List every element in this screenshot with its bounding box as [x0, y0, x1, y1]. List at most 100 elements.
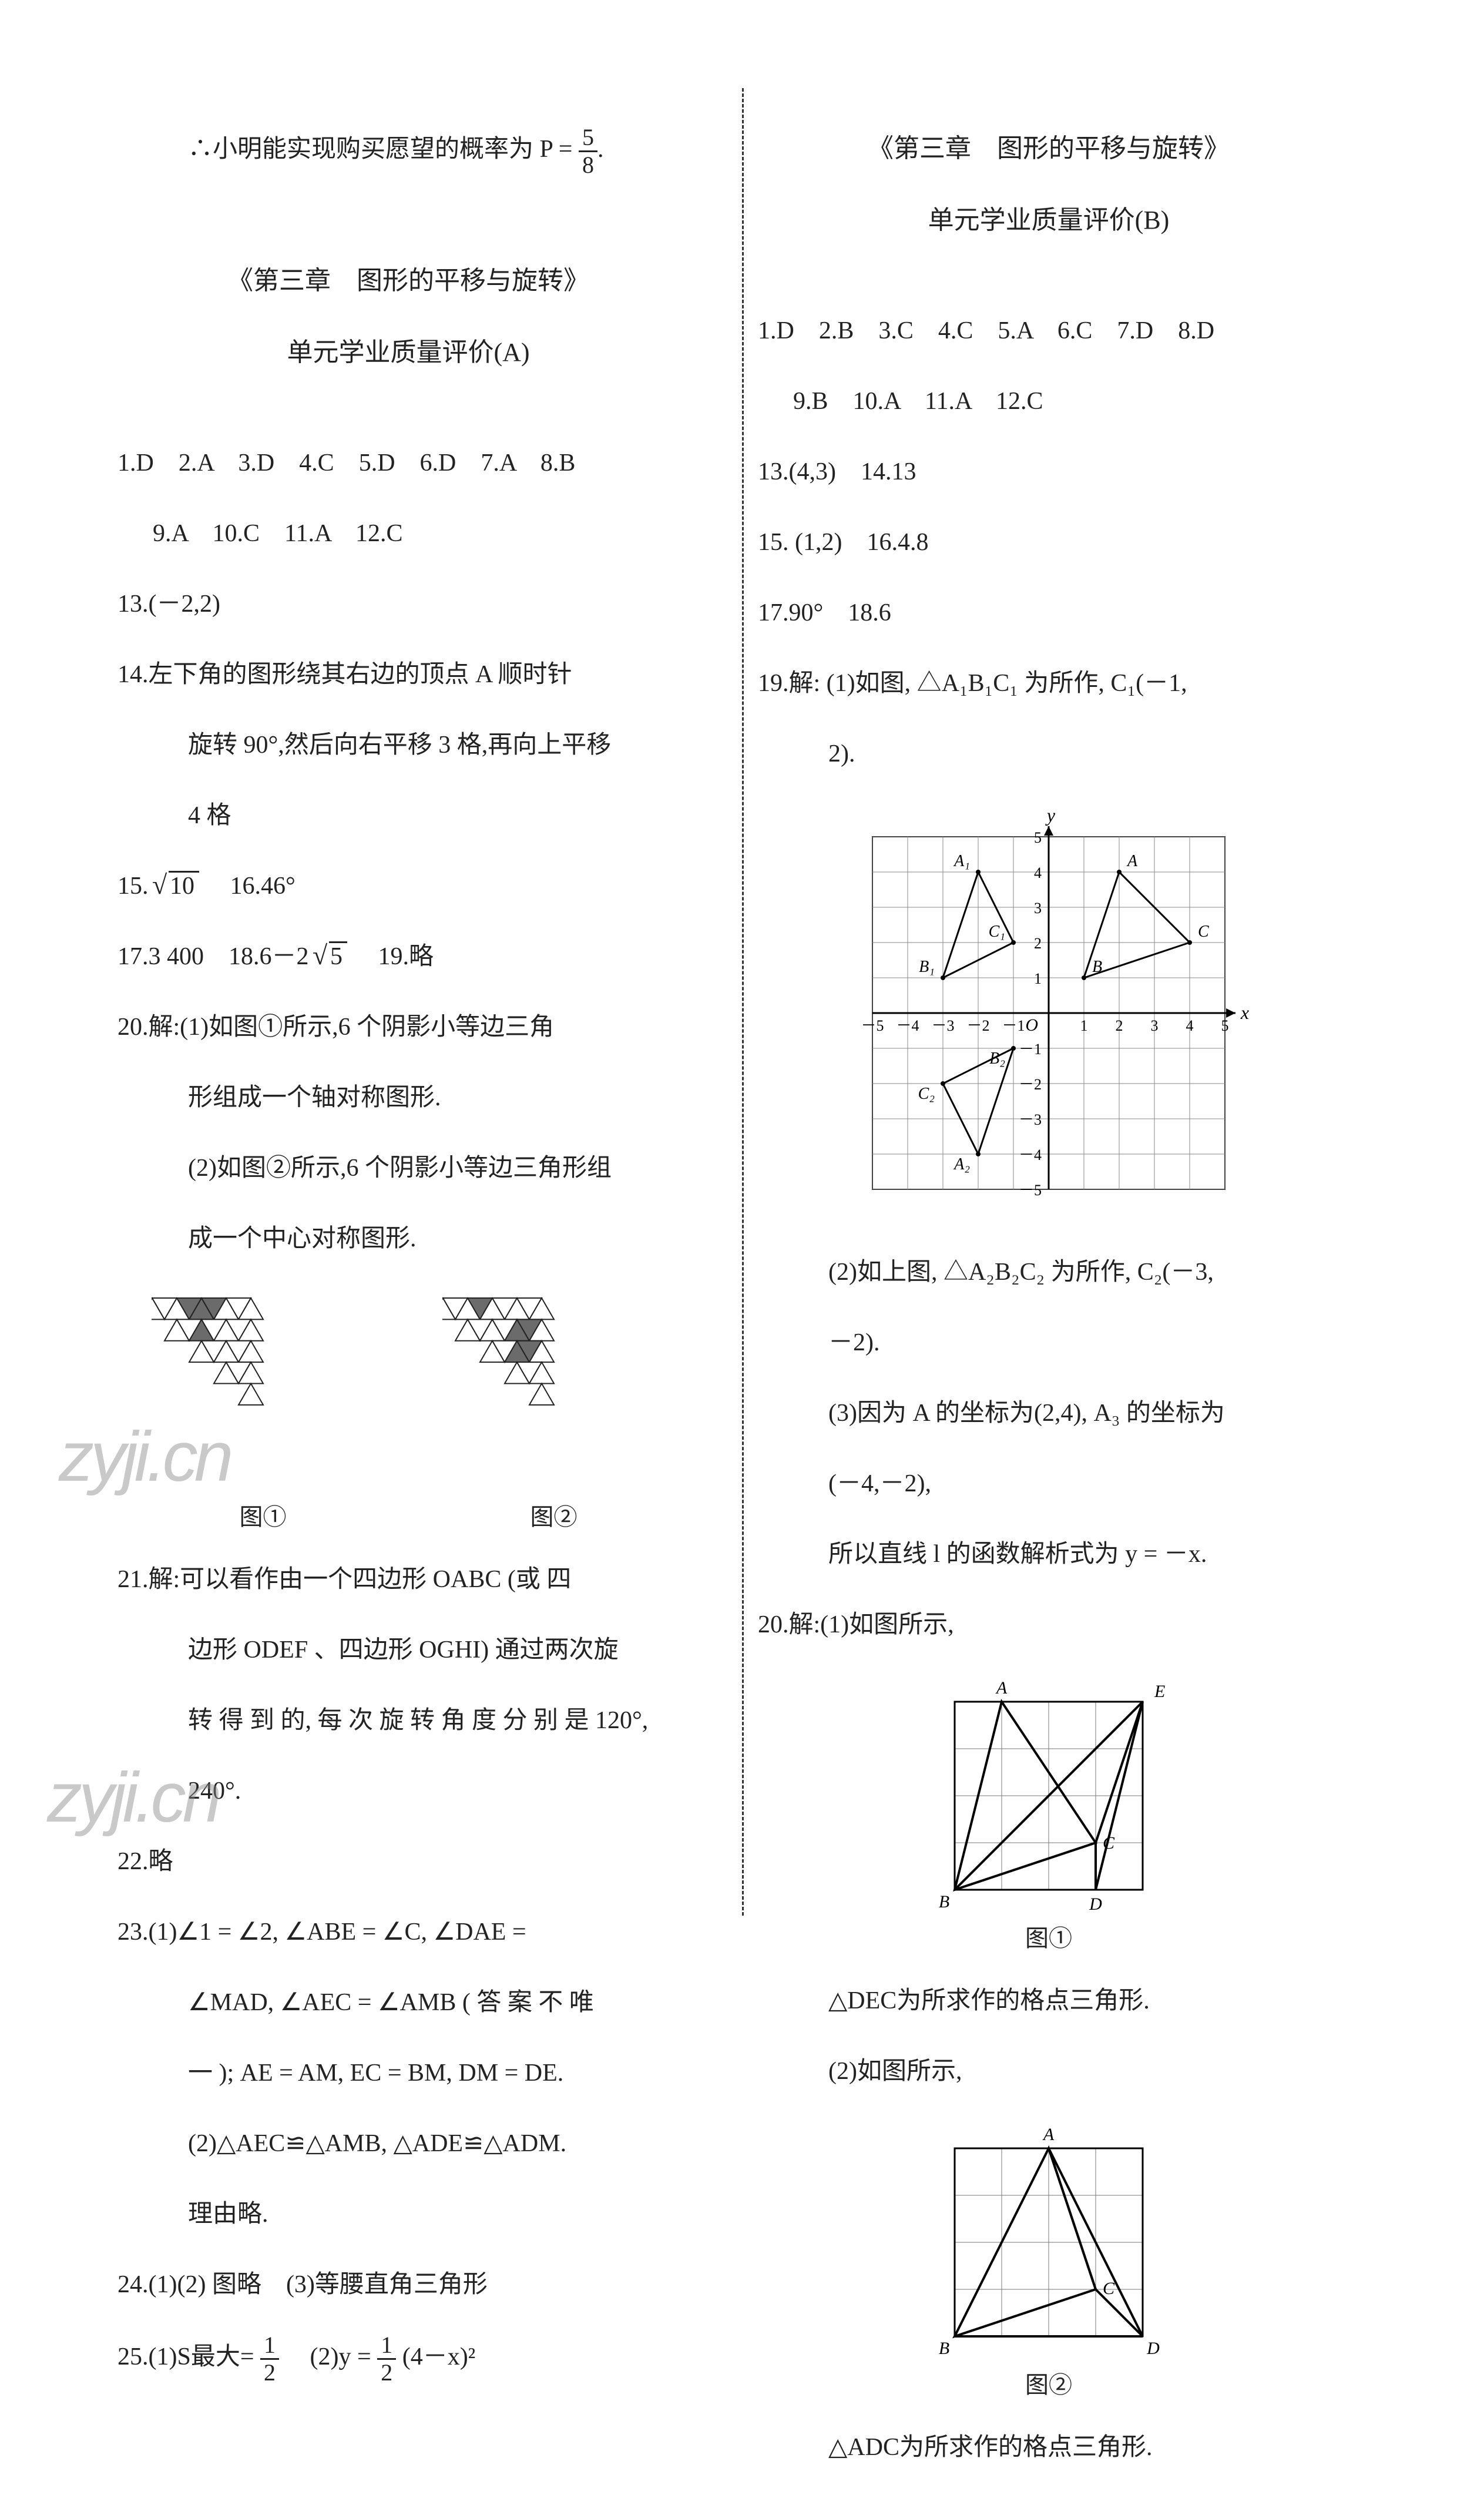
b-q19a: 19.解: (1)如图, △A₁B₁C₁ 为所作, C₁(－1, [758, 660, 1339, 706]
grid-2: A B C D [925, 2119, 1172, 2366]
grid1-caption: 图① [925, 1919, 1172, 1953]
svg-text:－2: －2 [1019, 1076, 1042, 1093]
a-q20b: 形组成一个轴对称图形. [117, 1075, 699, 1121]
svg-text:C₁: C₁ [989, 923, 1005, 941]
svg-text:C: C [1103, 1833, 1115, 1853]
svg-text:－5: －5 [861, 1017, 884, 1034]
section-b-title1: 《第三章 图形的平移与旋转》 [758, 126, 1339, 172]
b-row2: 9.B 10.A 11.A 12.C [758, 378, 1339, 424]
svg-text:－4: －4 [896, 1017, 919, 1034]
a-q25: 25.(1)S最大= 1 2 (2)y = 1 2 (4－x)² [117, 2332, 699, 2386]
triangle-grid-1 [152, 1286, 375, 1498]
a-q20d: 成一个中心对称图形. [117, 1216, 699, 1262]
intro-fraction: 5 8 [579, 125, 597, 178]
svg-text:1: 1 [1034, 970, 1042, 987]
svg-text:A₂: A₂ [953, 1155, 970, 1173]
a-q23a: 23.(1)∠1 = ∠2, ∠ABE = ∠C, ∠DAE = [117, 1909, 699, 1955]
svg-text:4: 4 [1186, 1017, 1194, 1034]
a-q21c: 转 得 到 的, 每 次 旋 转 角 度 分 别 是 120°, [117, 1698, 699, 1743]
a-q21d: 240°. [117, 1768, 699, 1814]
q25-fraction2: 1 2 [377, 2332, 396, 2386]
svg-text:4: 4 [1034, 864, 1042, 881]
svg-text:D: D [1146, 2339, 1160, 2358]
grid-figure-2: A B C D 图② [925, 2119, 1172, 2400]
b-q19g: 所以直线 l 的函数解析式为 y = －x. [758, 1531, 1339, 1577]
fig1-caption: 图① [152, 1498, 375, 1532]
b-q20b: △DEC为所求作的格点三角形. [758, 1978, 1339, 2024]
section-b-title2: 单元学业质量评价(B) [758, 197, 1339, 243]
a-q13: 13.(－2,2) [117, 581, 699, 627]
a-q23c: 一 ); AE = AM, EC = BM, DM = DE. [117, 2050, 699, 2096]
a-q22: 22.略 [117, 1839, 699, 1884]
b-q19e: (3)因为 A 的坐标为(2,4), A₃ 的坐标为 [758, 1390, 1339, 1436]
svg-text:2: 2 [1116, 1017, 1123, 1034]
column-divider [742, 88, 744, 1916]
triangle-figures-row: 图① 图② [117, 1286, 699, 1532]
svg-text:A: A [1042, 2125, 1055, 2144]
svg-text:B₁: B₁ [919, 958, 935, 976]
coord-figure: xyO－5－4－3－2－112345－5－4－3－2－112345ABCA₁B₁… [837, 802, 1260, 1225]
svg-text:－4: －4 [1019, 1146, 1042, 1163]
a-q20c: (2)如图②所示,6 个阴影小等边三角形组 [117, 1145, 699, 1191]
sqrt-10-icon: 10 [155, 863, 199, 909]
a-q23e: 理由略. [117, 2191, 699, 2237]
svg-text:5: 5 [1034, 829, 1042, 846]
a-q14b: 旋转 90°,然后向右平移 3 格,再向上平移 [117, 722, 699, 768]
left-column: ∴小明能实现购买愿望的概率为 P = 5 8 . 《第三章 图形的平移与旋转》 … [117, 100, 728, 2495]
coordinate-grid: xyO－5－4－3－2－112345－5－4－3－2－112345ABCA₁B₁… [837, 802, 1260, 1225]
svg-text:1: 1 [1080, 1017, 1088, 1034]
a-q17: 17.3 400 18.6－2 5 19.略 [117, 934, 699, 980]
b-q20a: 20.解:(1)如图所示, [758, 1602, 1339, 1648]
svg-text:B: B [1092, 958, 1102, 976]
svg-text:－1: －1 [1002, 1017, 1025, 1034]
svg-text:A₁: A₁ [953, 852, 970, 870]
b-q20d: △ADC为所求作的格点三角形. [758, 2424, 1339, 2470]
a-q24: 24.(1)(2) 图略 (3)等腰直角三角形 [117, 2262, 699, 2308]
b-q20c: (2)如图所示, [758, 2048, 1339, 2094]
svg-text:3: 3 [1034, 900, 1042, 917]
svg-text:D: D [1089, 1894, 1102, 1914]
section-a-title1: 《第三章 图形的平移与旋转》 [117, 258, 699, 304]
svg-text:O: O [1025, 1015, 1038, 1035]
svg-text:－5: －5 [1019, 1182, 1042, 1199]
a-q20a: 20.解:(1)如图①所示,6 个阴影小等边三角 [117, 1004, 699, 1050]
svg-text:B: B [939, 2339, 949, 2358]
svg-text:C: C [1198, 923, 1209, 941]
b-q15: 15. (1,2) 16.4.8 [758, 519, 1339, 565]
svg-text:B: B [939, 1892, 949, 1912]
svg-text:－3: －3 [1019, 1111, 1042, 1128]
a-q14a: 14.左下角的图形绕其右边的顶点 A 顺时针 [117, 652, 699, 697]
b-q19b: 2). [758, 731, 1339, 777]
q25-fraction1: 1 2 [260, 2332, 279, 2386]
a-q23d: (2)△AEC≌△AMB, △ADE≌△ADM. [117, 2121, 699, 2167]
sqrt-5-icon: 5 [315, 934, 347, 980]
b-q13: 13.(4,3) 14.13 [758, 449, 1339, 495]
svg-text:－1: －1 [1019, 1041, 1042, 1058]
svg-text:C: C [1103, 2279, 1115, 2298]
b-q19c: (2)如上图, △A₂B₂C₂ 为所作, C₂(－3, [758, 1249, 1339, 1295]
svg-text:A: A [1126, 852, 1138, 870]
right-column: 《第三章 图形的平移与旋转》 单元学业质量评价(B) 1.D 2.B 3.C 4… [728, 100, 1339, 2495]
a-q21a: 21.解:可以看作由一个四边形 OABC (或 四 [117, 1557, 699, 1602]
svg-text:x: x [1240, 1002, 1249, 1023]
svg-text:－3: －3 [931, 1017, 954, 1034]
svg-text:2: 2 [1034, 935, 1042, 952]
a-q15: 15. 10 16.46° [117, 863, 699, 909]
period: . [597, 136, 604, 163]
section-a-title2: 单元学业质量评价(A) [117, 330, 699, 375]
svg-text:E: E [1154, 1682, 1165, 1701]
a-q21b: 边形 ODEF 、四边形 OGHI) 通过两次旋 [117, 1627, 699, 1673]
a-row1: 1.D 2.A 3.D 4.C 5.D 6.D 7.A 8.B [117, 440, 699, 486]
svg-text:C₂: C₂ [918, 1085, 935, 1103]
grid-figure-1: A B C D E 图① [925, 1672, 1172, 1953]
triangle-grid-2 [442, 1286, 666, 1498]
svg-text:－2: －2 [966, 1017, 989, 1034]
svg-text:3: 3 [1151, 1017, 1159, 1034]
intro-text: ∴小明能实现购买愿望的概率为 P = [188, 136, 579, 163]
b-q19d: －2). [758, 1320, 1339, 1366]
a-row2: 9.A 10.C 11.A 12.C [117, 511, 699, 556]
b-q17: 17.90° 18.6 [758, 590, 1339, 636]
triangle-figure-2: 图② [442, 1286, 666, 1532]
svg-text:A: A [995, 1678, 1008, 1698]
grid2-caption: 图② [925, 2366, 1172, 2400]
